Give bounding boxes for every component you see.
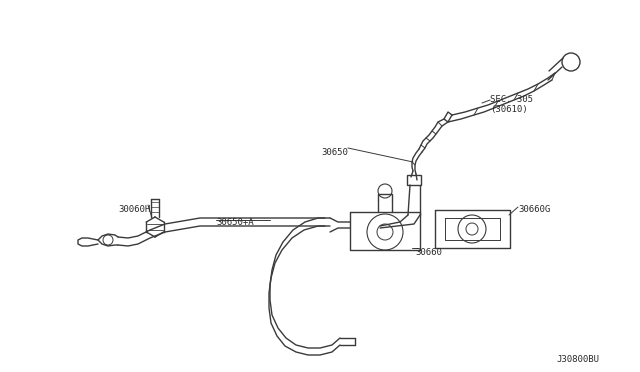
Text: 30650: 30650: [321, 148, 348, 157]
Text: SEC. 305
(30610): SEC. 305 (30610): [490, 95, 533, 115]
Bar: [407, 175, 421, 185]
Text: 30650+A: 30650+A: [216, 218, 253, 227]
Text: 30060H: 30060H: [118, 205, 150, 214]
Text: 30660G: 30660G: [518, 205, 550, 214]
Text: 30660: 30660: [415, 248, 442, 257]
Text: J30800BU: J30800BU: [556, 355, 599, 364]
